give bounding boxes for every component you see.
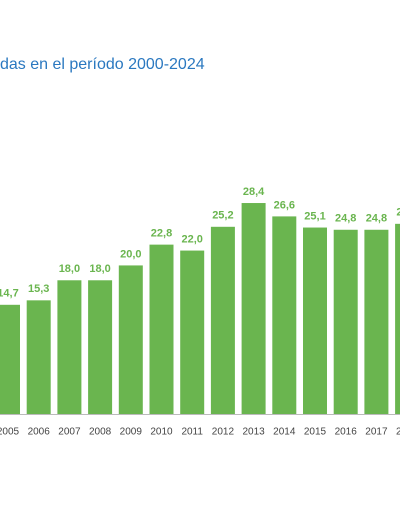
value-label: 22,0 [181, 233, 202, 245]
bar [149, 244, 174, 414]
value-label: 18,0 [89, 263, 110, 275]
x-tick-label: 2006 [28, 427, 51, 438]
value-label: 25,6 [396, 207, 400, 219]
value-label: 24,8 [335, 213, 356, 225]
x-tick-label: 2008 [89, 427, 112, 438]
value-label: 24,8 [366, 213, 387, 225]
value-label: 20,0 [120, 248, 141, 260]
value-label: 15,3 [28, 283, 49, 295]
x-tick-label: 2005 [0, 427, 20, 438]
chart-title: das en el período 2000-2024 [0, 56, 205, 73]
bar [333, 229, 358, 414]
x-tick-label: 2014 [273, 427, 296, 438]
value-label: 28,4 [243, 186, 265, 198]
bar [364, 229, 389, 414]
value-label: 18,0 [59, 263, 80, 275]
value-label: 25,1 [304, 210, 325, 222]
bar [0, 304, 20, 414]
bar [210, 226, 235, 414]
x-tick-label: 2017 [365, 427, 388, 438]
bar [395, 223, 400, 414]
bar [118, 265, 143, 414]
x-tick-label: 2018 [396, 427, 400, 438]
bar [303, 227, 327, 414]
x-tick-label: 2010 [150, 427, 173, 438]
bar [241, 203, 266, 414]
x-tick-label: 2012 [212, 427, 235, 438]
value-label: 22,8 [151, 228, 172, 240]
bar [88, 280, 113, 414]
value-label: 26,6 [274, 199, 295, 211]
x-tick-label: 2007 [58, 427, 81, 438]
bar [57, 280, 82, 414]
x-tick-label: 2016 [335, 427, 358, 438]
x-tick-label: 2013 [242, 427, 265, 438]
bar [180, 250, 205, 414]
bar [272, 216, 297, 414]
bar [26, 300, 51, 414]
value-label: 14,7 [0, 288, 19, 300]
value-label: 25,2 [212, 210, 233, 222]
x-tick-label: 2009 [120, 427, 143, 438]
x-tick-label: 2015 [304, 427, 327, 438]
x-tick-label: 2011 [181, 427, 203, 438]
